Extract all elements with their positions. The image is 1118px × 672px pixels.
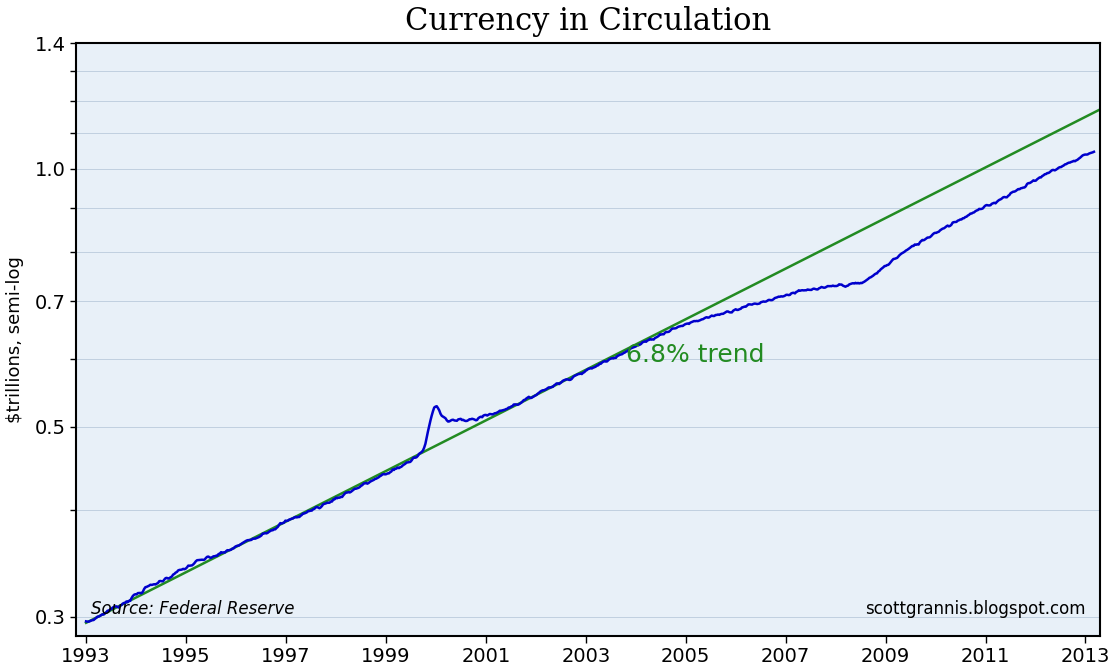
Text: Source: Federal Reserve: Source: Federal Reserve	[92, 600, 295, 618]
Text: 6.8% trend: 6.8% trend	[626, 343, 765, 367]
Title: Currency in Circulation: Currency in Circulation	[405, 5, 771, 36]
Text: scottgrannis.blogspot.com: scottgrannis.blogspot.com	[864, 600, 1086, 618]
Y-axis label: $trillions, semi-log: $trillions, semi-log	[6, 256, 23, 423]
